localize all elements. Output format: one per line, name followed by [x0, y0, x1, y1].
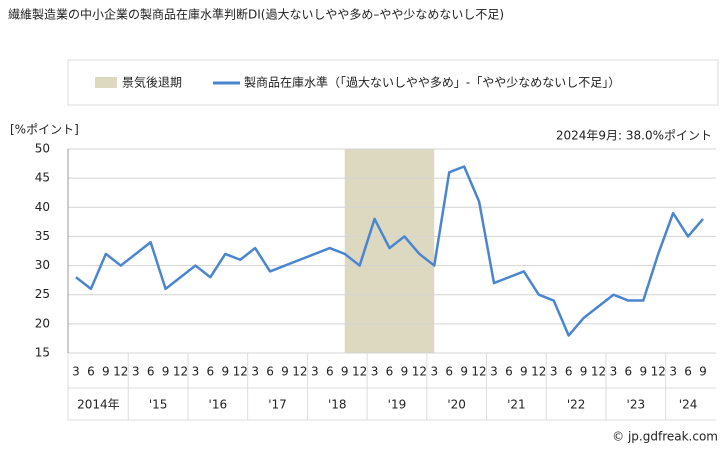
x-tick-label: 9	[520, 365, 528, 379]
year-label: '18	[328, 398, 347, 412]
x-tick-label: 6	[684, 365, 692, 379]
x-tick-label: 12	[651, 365, 666, 379]
x-tick-label: 9	[401, 365, 409, 379]
x-tick-label: 12	[591, 365, 606, 379]
x-tick-label: 12	[173, 365, 188, 379]
x-tick-label: 6	[266, 365, 274, 379]
year-label: '16	[209, 398, 228, 412]
source: © jp.gdfreak.com	[612, 430, 718, 444]
x-tick-label: 12	[233, 365, 248, 379]
x-tick-label: 3	[371, 365, 379, 379]
x-tick-label: 9	[281, 365, 289, 379]
x-tick-label: 6	[386, 365, 394, 379]
x-tick-label: 9	[639, 365, 647, 379]
x-tick-label: 3	[132, 365, 140, 379]
year-label: '21	[507, 398, 526, 412]
y-tick-label: 45	[35, 171, 50, 185]
x-tick-label: 3	[490, 365, 498, 379]
x-tick-label: 9	[341, 365, 349, 379]
year-label: '17	[268, 398, 287, 412]
year-label: '23	[627, 398, 646, 412]
x-tick-label: 3	[72, 365, 80, 379]
x-tick-label: 3	[669, 365, 677, 379]
year-label: '15	[149, 398, 168, 412]
x-tick-label: 6	[207, 365, 215, 379]
annotation: 2024年9月: 38.0%ポイント	[556, 129, 712, 143]
year-label: 2014年	[77, 398, 120, 412]
y-tick-label: 50	[35, 142, 50, 156]
y-tick-label: 15	[35, 346, 50, 360]
y-tick-label: 25	[35, 287, 50, 301]
x-tick-label: 6	[625, 365, 633, 379]
x-tick-label: 3	[610, 365, 618, 379]
y-tick-label: 35	[35, 229, 50, 243]
legend-label: 景気後退期	[122, 75, 182, 90]
y-tick-label: 40	[35, 200, 50, 214]
x-tick-label: 9	[460, 365, 468, 379]
x-tick-label: 6	[445, 365, 453, 379]
x-tick-label: 9	[699, 365, 707, 379]
y-tick-label: 20	[35, 316, 50, 330]
x-tick-label: 9	[102, 365, 110, 379]
x-tick-label: 12	[352, 365, 367, 379]
chart-title: 繊維製造業の中小企業の製商品在庫水準判断DI(過大ないしやや多め–やや少なめない…	[8, 7, 504, 22]
x-tick-label: 12	[531, 365, 546, 379]
x-tick-label: 12	[412, 365, 427, 379]
year-label: '19	[388, 398, 407, 412]
x-tick-label: 6	[326, 365, 334, 379]
x-tick-label: 12	[292, 365, 307, 379]
x-tick-label: 12	[113, 365, 128, 379]
y-unit: [%ポイント]	[10, 123, 79, 137]
x-tick-label: 6	[505, 365, 513, 379]
x-tick-label: 9	[580, 365, 588, 379]
x-tick-label: 6	[565, 365, 573, 379]
x-tick-label: 3	[192, 365, 200, 379]
x-tick-label: 3	[251, 365, 259, 379]
x-tick-label: 3	[430, 365, 438, 379]
x-tick-label: 12	[471, 365, 486, 379]
x-tick-label: 3	[550, 365, 558, 379]
y-tick-label: 30	[35, 258, 50, 272]
year-label: '22	[567, 398, 586, 412]
x-tick-label: 9	[221, 365, 229, 379]
legend-swatch	[95, 77, 117, 88]
recession-band	[344, 149, 435, 353]
x-tick-label: 9	[162, 365, 170, 379]
legend-label: 製商品在庫水準（「過大ないしやや多め」-「やや少なめないし不足」）	[244, 75, 620, 90]
x-tick-label: 6	[87, 365, 95, 379]
legend-box	[67, 59, 719, 106]
x-tick-label: 3	[311, 365, 319, 379]
x-tick-label: 6	[147, 365, 155, 379]
year-label: '20	[447, 398, 466, 412]
data-line	[75, 165, 704, 337]
year-label: '24	[679, 398, 698, 412]
